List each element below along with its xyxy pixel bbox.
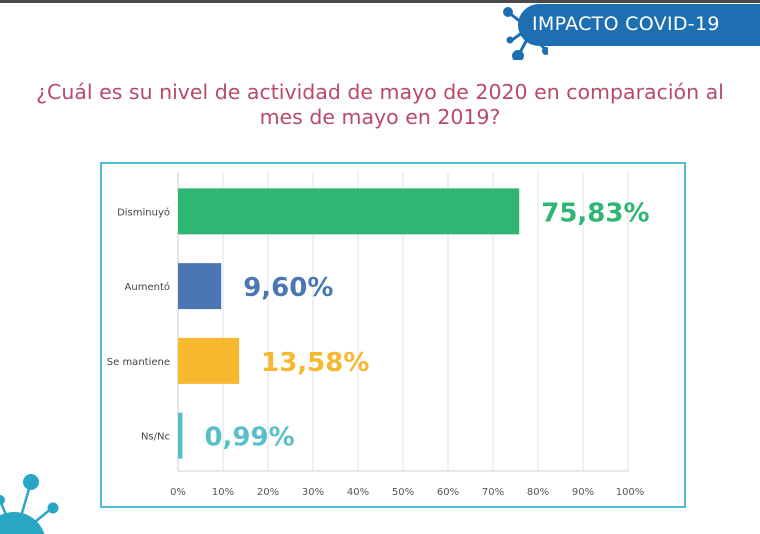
x-tick-label: 80% bbox=[527, 487, 549, 498]
title-line-2: mes de mayo en 2019? bbox=[259, 105, 501, 129]
virus-icon bbox=[503, 7, 548, 60]
category-label: Se mantiene bbox=[107, 357, 170, 368]
x-tick-label: 30% bbox=[302, 487, 324, 498]
category-label: Ns/Nc bbox=[141, 432, 170, 443]
x-tick-label: 10% bbox=[212, 487, 234, 498]
x-tick-label: 100% bbox=[616, 487, 645, 498]
chart-title: ¿Cuál es su nivel de actividad de mayo d… bbox=[0, 80, 760, 130]
bar-se-mantiene bbox=[178, 337, 240, 384]
x-tick-label: 20% bbox=[257, 487, 279, 498]
impacto-covid-badge: IMPACTO COVID-19 bbox=[488, 0, 760, 60]
chart-frame bbox=[100, 162, 686, 508]
badge-label: IMPACTO COVID-19 bbox=[532, 13, 720, 35]
bar-ns-nc bbox=[178, 412, 183, 459]
x-tick-label: 70% bbox=[482, 487, 504, 498]
category-label: Disminuyó bbox=[117, 206, 170, 218]
category-label: Aumentó bbox=[125, 281, 170, 293]
bar-disminuy- bbox=[178, 188, 520, 235]
x-tick-label: 0% bbox=[170, 487, 186, 498]
data-label: 13,58% bbox=[261, 348, 369, 378]
data-label: 9,60% bbox=[243, 273, 333, 303]
x-tick-label: 40% bbox=[347, 487, 369, 498]
data-label: 75,83% bbox=[541, 198, 649, 228]
top-border bbox=[0, 0, 760, 3]
badge-background bbox=[518, 4, 760, 46]
x-tick-label: 90% bbox=[572, 487, 594, 498]
virus-decoration-icon bbox=[0, 474, 59, 534]
data-label: 0,99% bbox=[204, 423, 294, 453]
title-line-1: ¿Cuál es su nivel de actividad de mayo d… bbox=[36, 80, 724, 104]
bar-aument- bbox=[178, 263, 222, 310]
x-tick-label: 60% bbox=[437, 487, 459, 498]
x-tick-label: 50% bbox=[392, 487, 414, 498]
